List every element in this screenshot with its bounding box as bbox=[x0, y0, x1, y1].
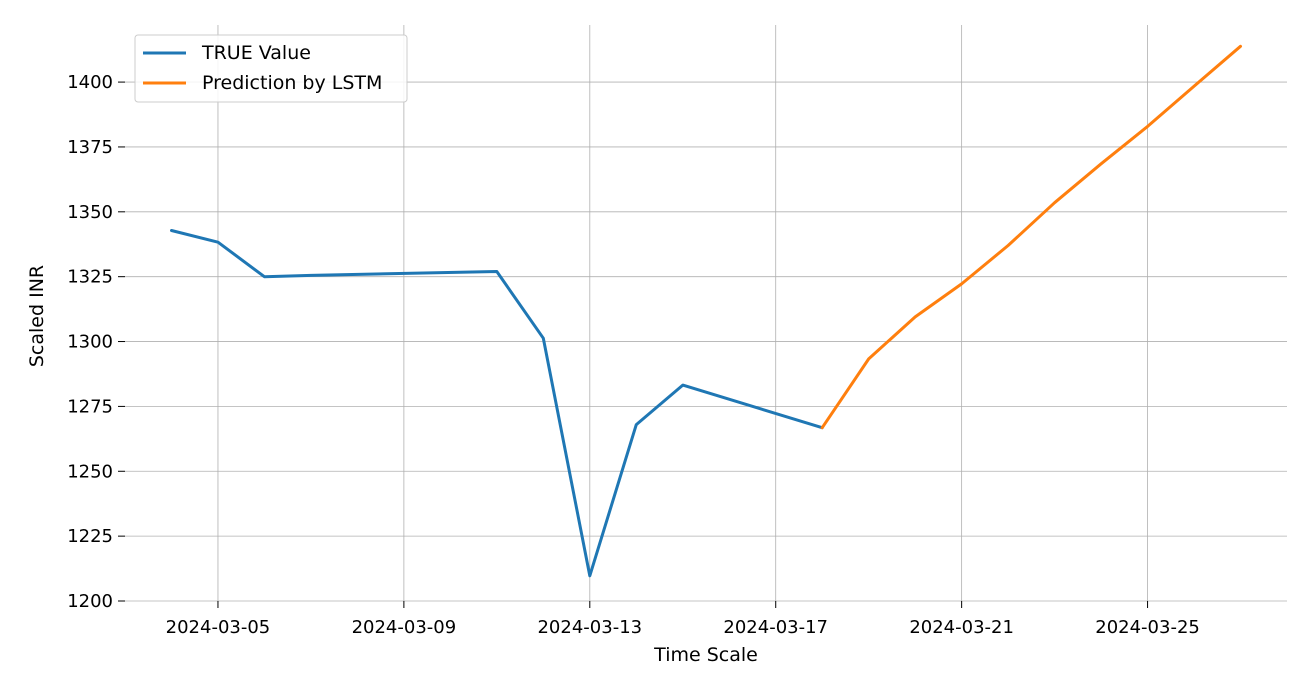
legend-box bbox=[134, 34, 408, 103]
x-tick-label: 2024-03-25 bbox=[1095, 617, 1200, 638]
series-line-prediction bbox=[820, 44, 1242, 430]
legend: TRUE Value Prediction by LSTM bbox=[134, 34, 408, 103]
x-tick-label: 2024-03-13 bbox=[537, 617, 642, 638]
series-line-true-value bbox=[170, 229, 824, 578]
legend-label-prediction: Prediction by LSTM bbox=[202, 72, 382, 94]
x-tick-label: 2024-03-05 bbox=[166, 617, 271, 638]
x-tick-label: 2024-03-17 bbox=[723, 617, 828, 638]
y-tick-label: 1275 bbox=[67, 396, 113, 417]
legend-label-true-value: TRUE Value bbox=[201, 42, 311, 64]
x-axis-label: Time Scale bbox=[653, 644, 758, 666]
y-tick-label: 1350 bbox=[67, 202, 113, 223]
y-tick-label: 1250 bbox=[67, 461, 113, 482]
y-tick-label: 1225 bbox=[67, 526, 113, 547]
gridlines bbox=[125, 25, 1287, 602]
y-tick-label: 1400 bbox=[67, 72, 113, 93]
series-lines bbox=[170, 44, 1242, 578]
x-tick-label: 2024-03-09 bbox=[352, 617, 457, 638]
y-tick-label: 1300 bbox=[67, 332, 113, 353]
y-axis-label: Scaled INR bbox=[26, 265, 48, 367]
y-tick-label: 1375 bbox=[67, 137, 113, 158]
y-tick-label: 1200 bbox=[67, 591, 113, 612]
y-tick-label: 1325 bbox=[67, 267, 113, 288]
x-tick-label: 2024-03-21 bbox=[909, 617, 1014, 638]
axes: 1200 1225 1250 1275 1300 1325 1350 1375 1400 2024… bbox=[67, 72, 1200, 638]
